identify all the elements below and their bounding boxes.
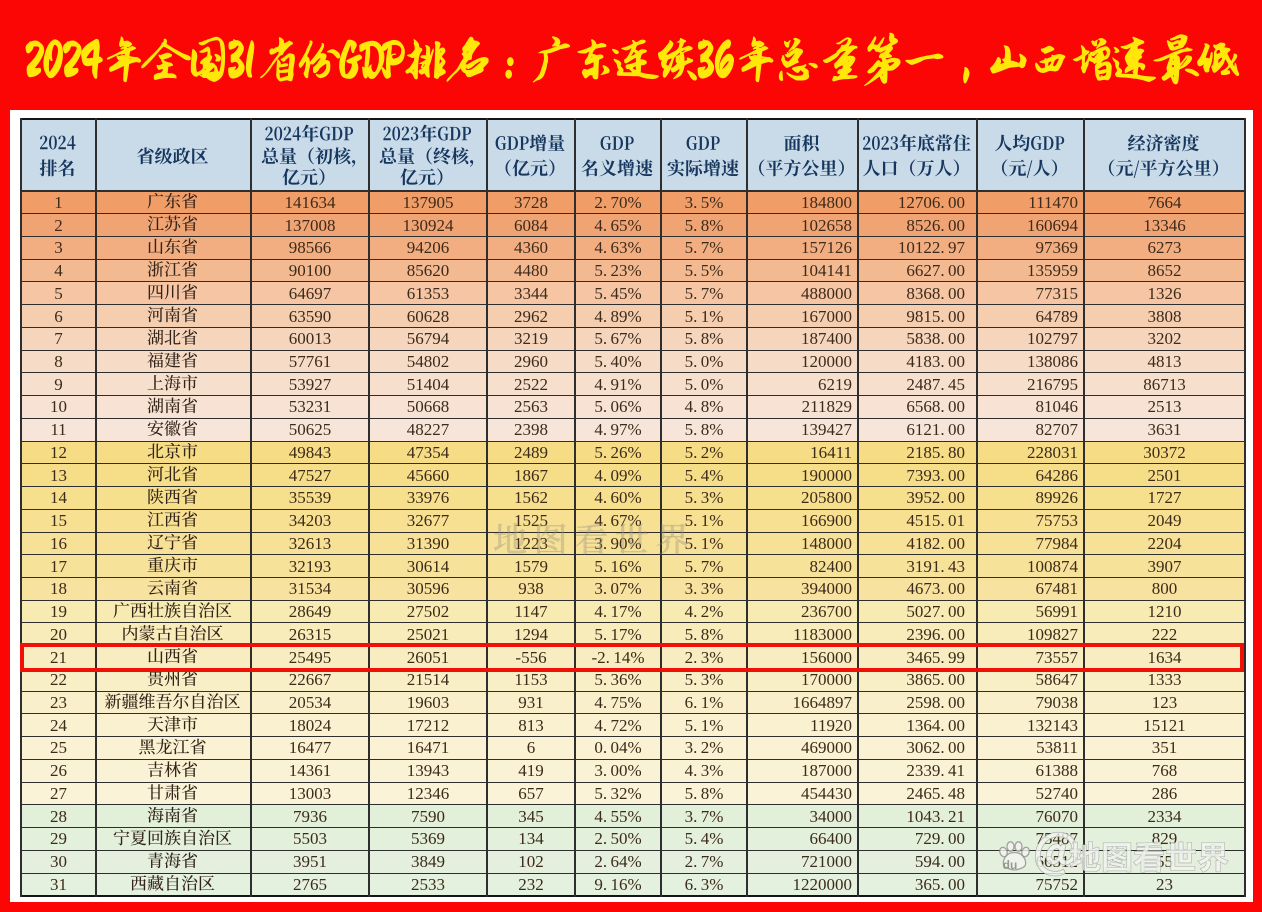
svg-text:du: du [1003,858,1018,872]
